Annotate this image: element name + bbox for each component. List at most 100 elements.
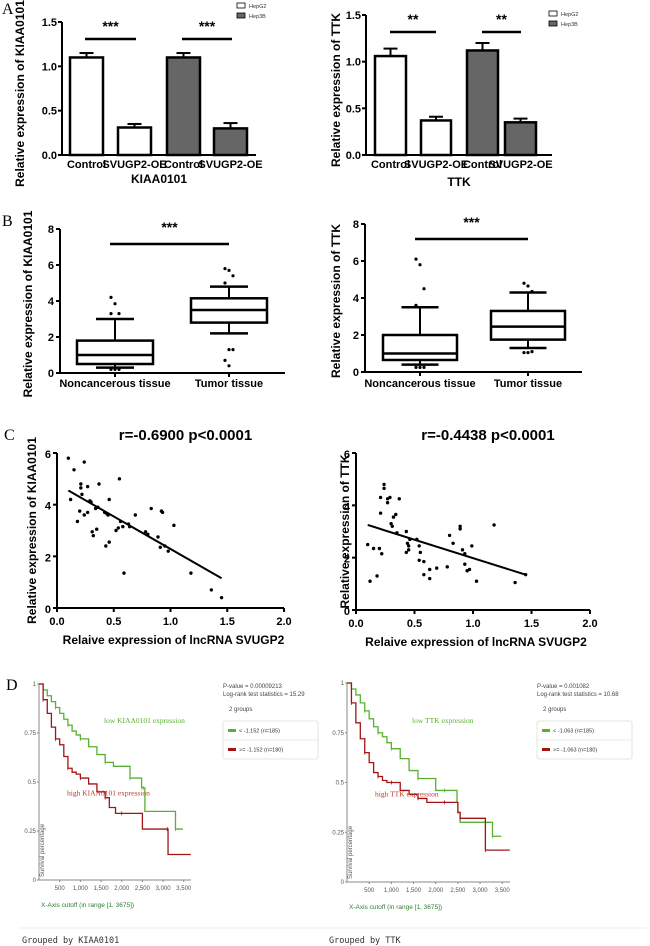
data-point bbox=[428, 576, 432, 581]
x-tick-label: 2,500 bbox=[450, 888, 466, 894]
data-point bbox=[133, 513, 138, 517]
outlier-point bbox=[414, 257, 418, 261]
x-tick-label: 3,500 bbox=[495, 888, 511, 894]
pvalue-text: P-value = 0.00009213 bbox=[223, 684, 283, 690]
data-point bbox=[95, 527, 99, 531]
data-point bbox=[158, 545, 162, 549]
data-point bbox=[406, 544, 411, 548]
survival-curve-low bbox=[39, 683, 183, 830]
data-point bbox=[378, 495, 383, 500]
y-tick-label: 0.5 bbox=[42, 106, 57, 118]
x-axis-title: Relaive expression of lncRNA SVUGP2 bbox=[63, 633, 285, 647]
x-tick-label: Control bbox=[463, 159, 502, 171]
x-axis-title: TTK bbox=[447, 175, 471, 189]
x-tick-label: 1,500 bbox=[94, 886, 110, 892]
bar bbox=[116, 126, 153, 157]
outlier-point bbox=[414, 365, 418, 369]
significance-label: ** bbox=[408, 11, 419, 27]
outlier-point bbox=[223, 281, 227, 285]
outlier-point bbox=[418, 263, 422, 267]
legend-swatch bbox=[548, 20, 558, 27]
outlier-point bbox=[414, 303, 418, 307]
y-tick-label: 0.5 bbox=[336, 781, 345, 787]
outlier-point bbox=[526, 350, 530, 355]
legend-swatch bbox=[228, 729, 236, 732]
y-tick-label: 1.0 bbox=[42, 61, 57, 73]
data-point bbox=[189, 571, 193, 575]
data-point bbox=[397, 497, 401, 501]
y-tick-label: 0.5 bbox=[28, 780, 37, 786]
bar bbox=[465, 49, 500, 157]
data-point bbox=[90, 530, 94, 534]
x-tick-label: 1.5 bbox=[220, 616, 235, 628]
data-point bbox=[377, 546, 382, 551]
box-plot-kiaa0101: 0 2 4 6 8 Noncancerous tissue Tumor tissue *** R… bbox=[21, 210, 285, 397]
data-point bbox=[389, 521, 393, 526]
y-tick-label: 8 bbox=[48, 224, 54, 236]
data-point bbox=[404, 529, 409, 534]
x-axis-title: X-Axis cutoff (in range [1, 3675]) bbox=[349, 904, 442, 911]
y-tick-label: 6 bbox=[344, 449, 350, 461]
chart-title: r=-0.6900 p<0.0001 bbox=[119, 427, 252, 444]
x-tick-label: 500 bbox=[55, 886, 66, 892]
data-point bbox=[405, 541, 410, 545]
outlier-point bbox=[422, 287, 426, 291]
data-point bbox=[435, 566, 439, 570]
x-tick-label: SVUGP2-OE bbox=[102, 159, 166, 171]
y-axis-title: Relative expression of KIAA0101 bbox=[25, 437, 39, 624]
data-point bbox=[160, 510, 165, 515]
outlier-point bbox=[231, 348, 235, 352]
legend-label: >= -1.063 (n=180) bbox=[553, 748, 597, 754]
data-point bbox=[97, 482, 101, 486]
data-point bbox=[104, 544, 108, 548]
significance-label: *** bbox=[102, 18, 119, 34]
groups-text: 2 groups bbox=[229, 707, 252, 713]
data-point bbox=[404, 550, 409, 555]
data-point bbox=[80, 492, 84, 497]
outlier-point bbox=[231, 274, 235, 278]
y-tick-label: 4 bbox=[344, 501, 351, 513]
x-tick-label: 0.5 bbox=[106, 616, 121, 628]
data-point bbox=[209, 588, 214, 592]
y-axis-title: Relative expression of KIAA0101 bbox=[21, 210, 35, 397]
legend-label: HepG2 bbox=[249, 4, 266, 10]
y-tick-label: 0.0 bbox=[42, 150, 57, 162]
y-tick-label: 6 bbox=[353, 256, 359, 268]
y-tick-label: 2 bbox=[45, 552, 51, 564]
y-tick-label: 4 bbox=[45, 501, 52, 513]
data-point bbox=[122, 571, 126, 575]
scatter-ttk: 0 2 4 6 0.0 0.5 1.0 1.5 2.0 r=-0.4438 p<0.0001 Rel… bbox=[338, 427, 598, 649]
data-point bbox=[219, 595, 224, 600]
y-tick-label: 0.25 bbox=[24, 829, 36, 835]
legend-swatch bbox=[236, 12, 246, 19]
outlier-point bbox=[227, 348, 231, 352]
y-axis-title: Relative expression of TTK bbox=[329, 13, 343, 167]
y-tick-label: 6 bbox=[45, 449, 51, 461]
outlier-point bbox=[530, 289, 534, 294]
groups-text: 2 groups bbox=[543, 707, 566, 713]
panel-letter-a: A bbox=[2, 1, 14, 18]
y-tick-label: 2 bbox=[344, 554, 350, 566]
x-tick-label: 2,000 bbox=[114, 886, 130, 892]
data-point bbox=[79, 486, 83, 490]
x-tick-label: Control bbox=[164, 159, 203, 171]
legend-label: Hep3B bbox=[561, 22, 578, 28]
x-tick-label: 1.0 bbox=[163, 616, 178, 628]
logrank-text: Log-rank test statistics = 15.29 bbox=[223, 692, 305, 698]
legend-swatch bbox=[542, 748, 550, 751]
data-point bbox=[375, 574, 379, 578]
outlier-point bbox=[109, 295, 113, 299]
y-tick-label: 1.0 bbox=[346, 57, 361, 69]
panel-letter-b: B bbox=[2, 213, 13, 230]
y-tick-label: 0 bbox=[48, 368, 54, 380]
x-tick-label: 2.0 bbox=[276, 616, 291, 628]
data-point bbox=[366, 542, 370, 547]
legend-swatch bbox=[548, 10, 558, 17]
x-tick-label: Control bbox=[67, 159, 106, 171]
grouped-by-label: Grouped by KIAA0101 bbox=[22, 936, 119, 946]
significance-label: ** bbox=[496, 11, 507, 27]
data-point bbox=[85, 510, 90, 515]
y-tick-label: 0.5 bbox=[346, 103, 361, 115]
x-tick-label: Tumor tissue bbox=[494, 378, 562, 390]
data-point bbox=[82, 460, 86, 464]
